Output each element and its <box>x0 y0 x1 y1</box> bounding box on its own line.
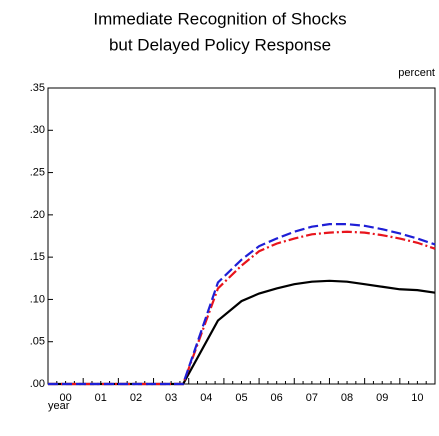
x-tick-label: 08 <box>341 392 353 404</box>
y-unit: percent <box>398 67 435 79</box>
y-tick-label: .25 <box>30 166 45 178</box>
x-tick-label: 00 <box>59 392 71 404</box>
y-tick-label: .30 <box>30 124 45 136</box>
x-tick-label: 02 <box>130 392 142 404</box>
x-tick-label: 03 <box>165 392 177 404</box>
y-tick-label: .00 <box>30 378 45 390</box>
x-tick-label: 07 <box>306 392 318 404</box>
x-tick-label: 01 <box>95 392 107 404</box>
y-tick-label: .10 <box>30 293 45 305</box>
x-tick-label: 04 <box>200 392 212 404</box>
x-tick-label: 06 <box>271 392 283 404</box>
chart-title: but Delayed Policy Response <box>109 35 331 54</box>
x-axis-label: year <box>48 400 70 412</box>
x-tick-label: 10 <box>411 392 423 404</box>
series-line <box>48 279 436 386</box>
series-line <box>48 230 436 386</box>
y-tick-label: .35 <box>30 82 45 94</box>
y-tick-label: .20 <box>30 209 45 221</box>
y-tick-label: .15 <box>30 251 45 263</box>
chart-title: Immediate Recognition of Shocks <box>93 9 346 28</box>
x-tick-label: 09 <box>376 392 388 404</box>
y-tick-label: .05 <box>30 336 45 348</box>
series-line <box>48 223 436 386</box>
plot-frame <box>47 87 436 385</box>
x-tick-label: 05 <box>235 392 247 404</box>
